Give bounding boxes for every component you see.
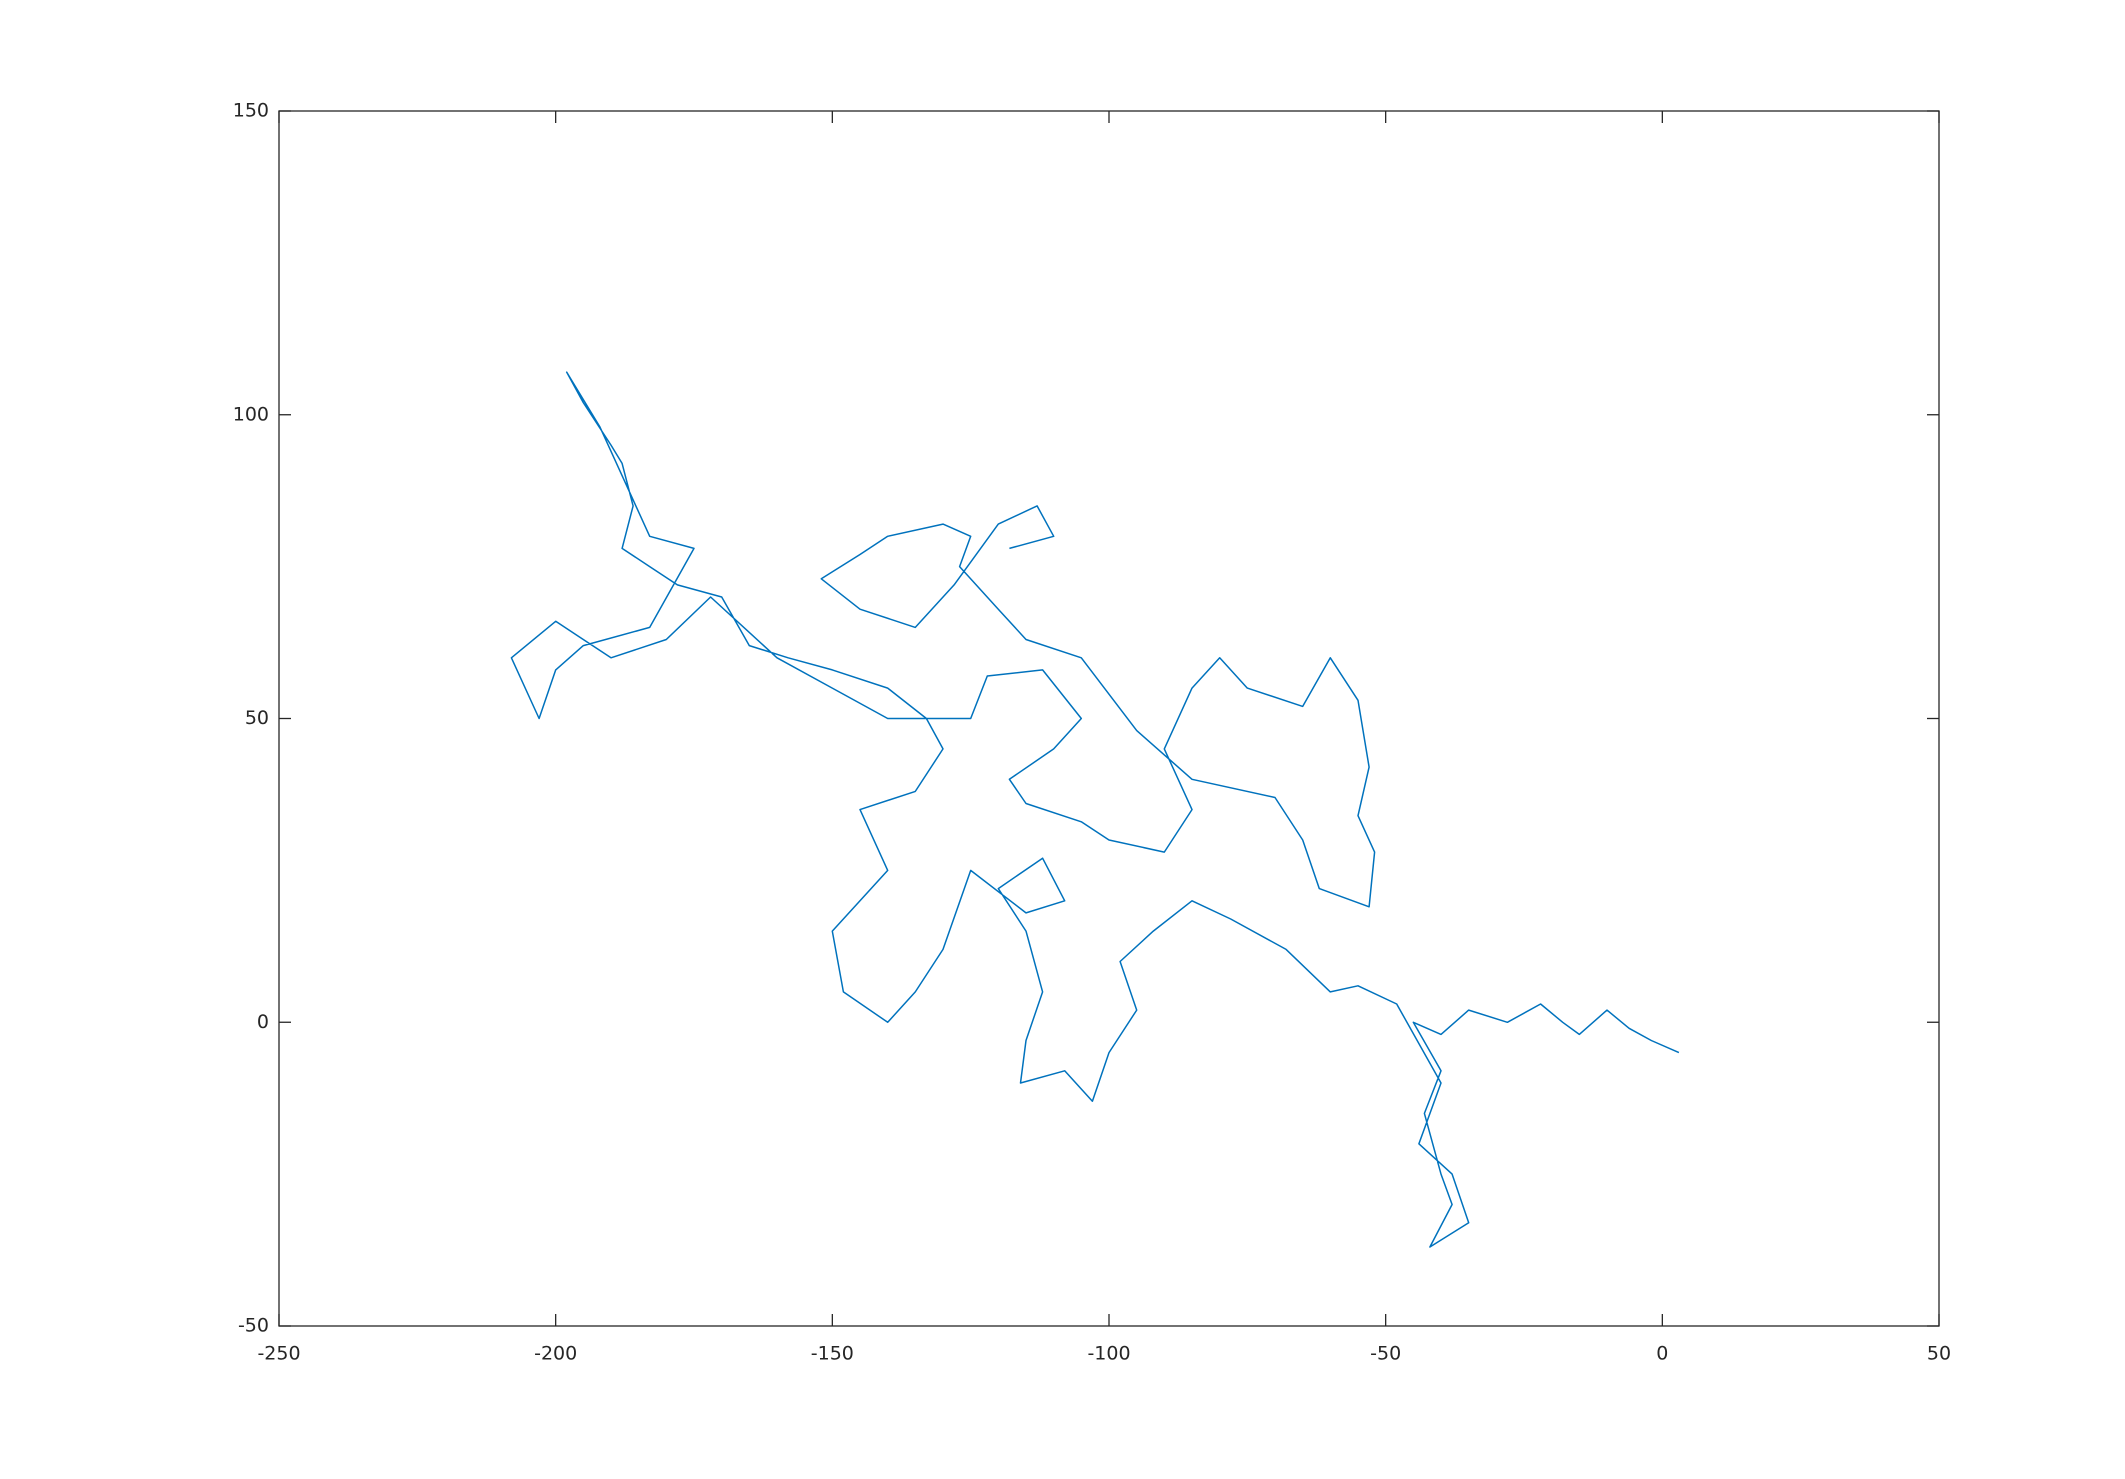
- data-line: [510, 371, 1680, 1248]
- x-tick-label: -250: [257, 1343, 300, 1365]
- x-tick-label: -200: [534, 1343, 577, 1365]
- x-tick-label: 0: [1656, 1343, 1668, 1365]
- y-tick-label: -50: [238, 1315, 269, 1337]
- x-tick-label: -50: [1370, 1343, 1401, 1365]
- y-tick-label: 150: [233, 100, 269, 122]
- x-tick-label: -100: [1087, 1343, 1130, 1365]
- y-tick-label: 100: [233, 403, 269, 425]
- y-tick-label: 50: [245, 707, 269, 729]
- plot-box: [278, 110, 1940, 1327]
- x-tick-label: -150: [811, 1343, 854, 1365]
- x-tick-label: 50: [1927, 1343, 1951, 1365]
- y-tick-label: 0: [257, 1011, 269, 1033]
